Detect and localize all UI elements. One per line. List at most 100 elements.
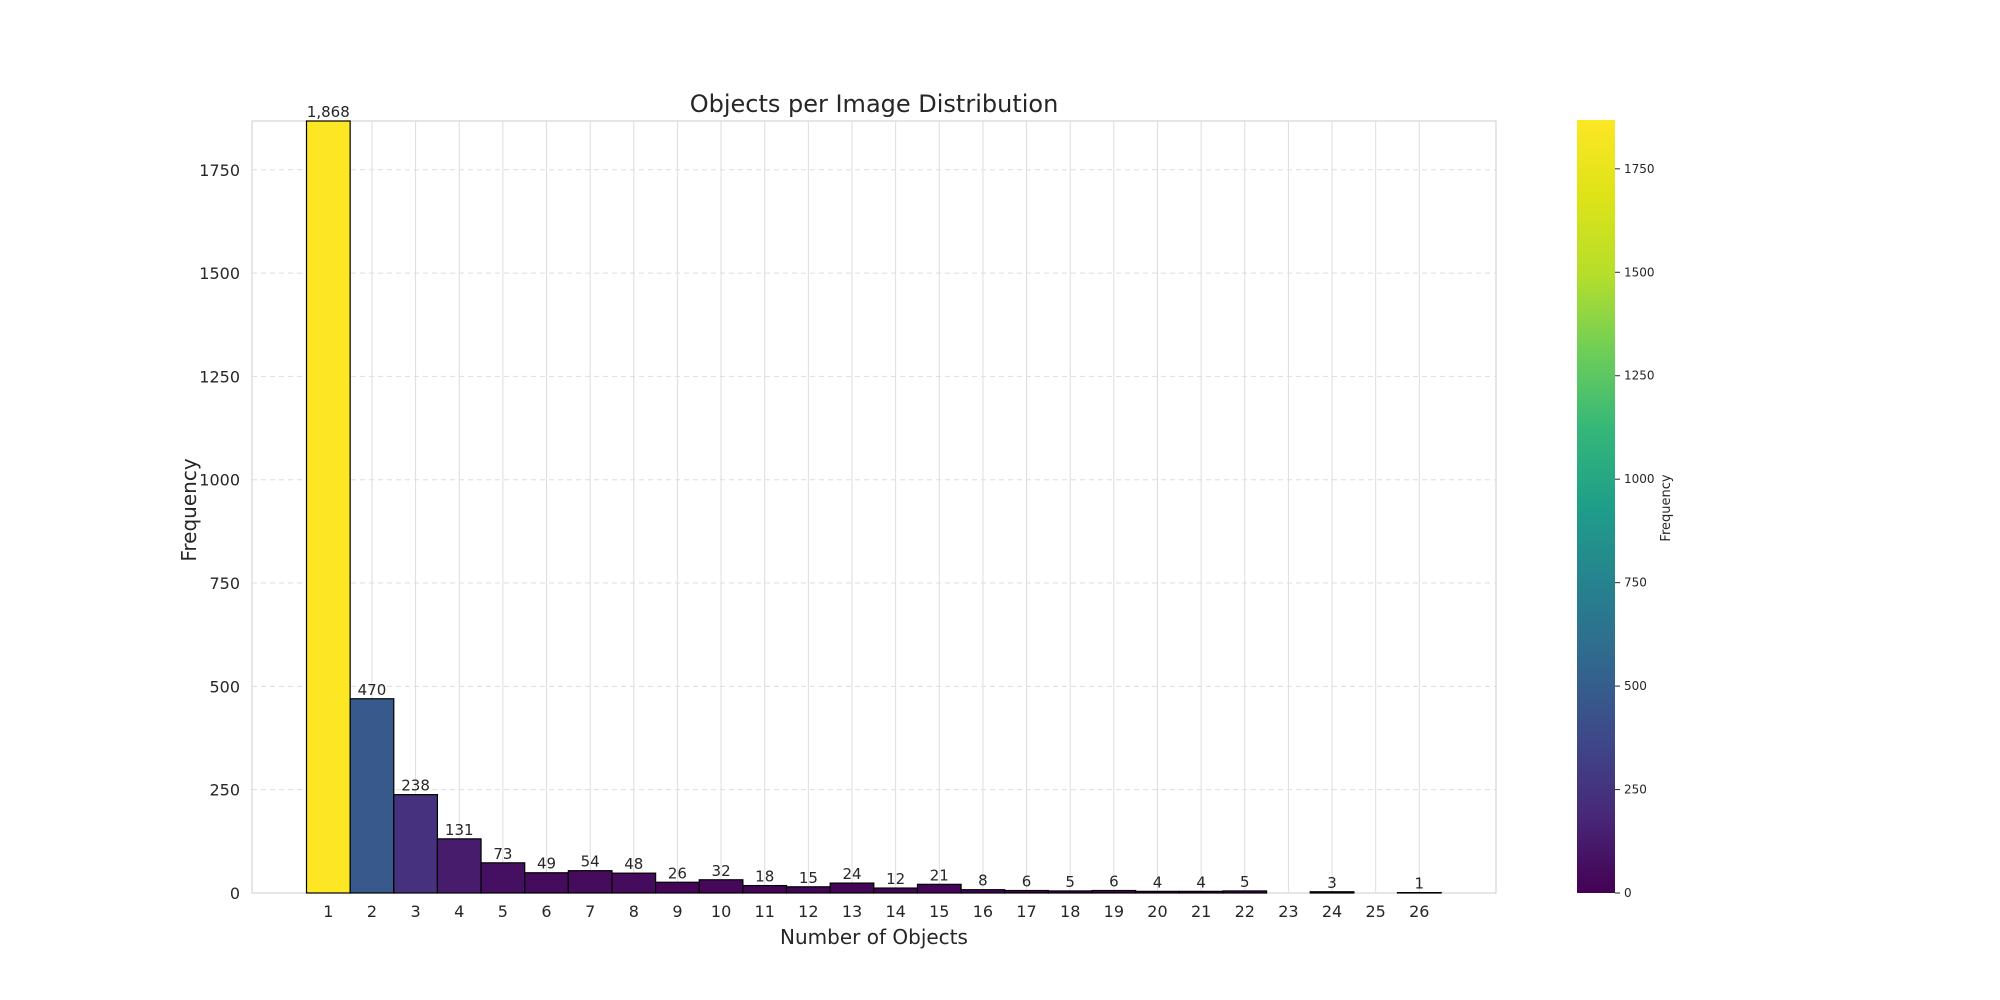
bar [567, 870, 613, 894]
bar [698, 879, 744, 894]
bar [873, 887, 919, 894]
x-tick-label: 24 [1322, 902, 1342, 921]
bar [1309, 891, 1355, 894]
colorbar-tick-label: 1500 [1624, 265, 1655, 279]
x-tick-label: 26 [1409, 902, 1429, 921]
y-tick-label: 1000 [199, 471, 240, 490]
bar [393, 794, 439, 894]
bar-value-label: 1 [1415, 875, 1425, 893]
bar-value-label: 32 [712, 862, 731, 880]
bar [960, 889, 1006, 894]
colorbar: 0 250 500 750 1000 1250 1500 1750 Frequency [1577, 120, 1674, 900]
x-tick-label: 1 [323, 902, 333, 921]
colorbar-label: Frequency [1659, 474, 1674, 541]
bar-value-label: 15 [799, 869, 818, 887]
x-tick-label: 22 [1235, 902, 1255, 921]
bar [480, 862, 526, 894]
x-tick-label: 14 [885, 902, 905, 921]
y-tick-label: 1250 [199, 367, 240, 386]
bar-value-label: 1,868 [307, 103, 350, 121]
bar [436, 838, 482, 894]
chart-title: Objects per Image Distribution [690, 90, 1059, 118]
bar-value-label: 4 [1196, 873, 1206, 891]
colorbar-tick-label: 250 [1624, 783, 1647, 797]
x-tick-label: 8 [629, 902, 639, 921]
plot-frame [251, 120, 1497, 894]
colorbar-tick-label: 750 [1624, 576, 1647, 590]
x-tick-label: 4 [454, 902, 464, 921]
y-tick-label: 750 [209, 574, 240, 593]
bar-value-label: 131 [445, 821, 474, 839]
bar [1004, 889, 1049, 894]
x-tick-label: 23 [1278, 902, 1298, 921]
bar-value-label: 48 [624, 855, 643, 873]
x-tick-label: 13 [842, 902, 862, 921]
colorbar-ticks: 0 250 500 750 1000 1250 1500 1750 [1615, 162, 1655, 900]
bar-value-label: 12 [886, 870, 905, 888]
bar [785, 886, 831, 894]
x-tick-label: 11 [755, 902, 775, 921]
y-axis-title: Frequency [177, 458, 201, 561]
y-tick-label: 0 [230, 884, 240, 903]
x-tick-labels: 1 2 3 4 5 6 7 8 9 10 11 12 13 14 15 16 17 18 19 20 21 22 23 24 2… [323, 902, 1429, 921]
bar [524, 872, 569, 894]
x-tick-label: 17 [1016, 902, 1036, 921]
bar-value-label: 4 [1153, 873, 1163, 891]
bar [1091, 889, 1137, 894]
colorbar-tick-label: 0 [1624, 886, 1632, 900]
x-tick-label: 21 [1191, 902, 1211, 921]
bar [916, 883, 962, 894]
bar-value-label: 5 [1065, 873, 1075, 891]
x-tick-label: 25 [1366, 902, 1386, 921]
x-tick-label: 20 [1147, 902, 1167, 921]
bar-value-label: 54 [581, 853, 600, 871]
x-tick-label: 2 [367, 902, 377, 921]
y-tick-labels: 0 250 500 750 1000 1250 1500 1750 [199, 161, 240, 903]
bar-value-label: 3 [1327, 874, 1337, 892]
colorbar-tick-label: 1250 [1624, 369, 1655, 383]
bar [1178, 890, 1224, 894]
bar-value-label: 49 [537, 855, 556, 873]
bars [305, 120, 1442, 894]
bar [1135, 890, 1180, 894]
bar-value-label: 238 [401, 777, 430, 795]
x-tick-label: 10 [711, 902, 731, 921]
colorbar-tick-label: 1750 [1624, 162, 1655, 176]
colorbar-gradient [1577, 120, 1615, 893]
bar [1222, 890, 1268, 894]
bar-value-label: 470 [358, 681, 387, 699]
bar-value-label: 26 [668, 864, 687, 882]
y-tick-label: 250 [209, 781, 240, 800]
bar-value-label: 5 [1240, 873, 1250, 891]
colorbar-tick-label: 500 [1624, 679, 1647, 693]
y-tick-label: 500 [209, 677, 240, 696]
x-axis-title: Number of Objects [780, 925, 968, 949]
bar [742, 884, 788, 894]
x-tick-label: 5 [498, 902, 508, 921]
bar [829, 882, 875, 894]
y-gridlines [252, 169, 1496, 791]
bar-value-label: 21 [930, 866, 949, 884]
bar [305, 120, 351, 894]
y-tick-label: 1500 [199, 264, 240, 283]
x-tick-label: 19 [1104, 902, 1124, 921]
bar [1047, 890, 1093, 894]
bar-value-label: 73 [493, 845, 512, 863]
bar-value-label: 6 [1109, 873, 1119, 891]
x-tick-label: 18 [1060, 902, 1080, 921]
x-tick-label: 3 [411, 902, 421, 921]
bar-value-label: 6 [1022, 873, 1032, 891]
x-tick-label: 16 [973, 902, 993, 921]
x-tick-label: 15 [929, 902, 949, 921]
x-tick-label: 12 [798, 902, 818, 921]
colorbar-tick-label: 1000 [1624, 472, 1655, 486]
x-tick-label: 7 [585, 902, 595, 921]
x-gridlines [327, 121, 1420, 893]
bar [655, 881, 700, 894]
bar-value-label: 18 [755, 868, 774, 886]
x-tick-label: 9 [672, 902, 682, 921]
plot-area [251, 120, 1497, 894]
bar-value-label: 24 [842, 865, 861, 883]
